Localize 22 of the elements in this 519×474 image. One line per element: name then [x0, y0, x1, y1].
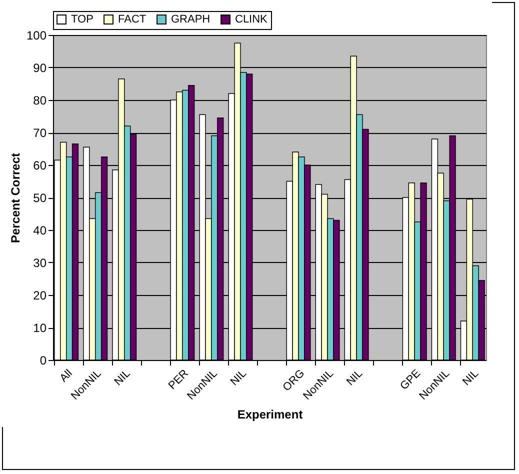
y-tick-label: 60 — [33, 158, 47, 172]
legend-label: TOP — [71, 14, 94, 26]
legend-label: FACT — [118, 14, 146, 26]
y-tick-label: 40 — [33, 224, 47, 238]
legend-label: GRAPH — [171, 14, 210, 26]
y-tick-label: 90 — [33, 61, 47, 75]
y-tick-label: 20 — [33, 288, 47, 302]
y-tick-label: 100 — [26, 28, 47, 42]
x-tick-label: NIL — [460, 368, 482, 388]
y-axis-title: Percent Correct — [8, 152, 22, 244]
y-tick-label: 30 — [33, 256, 47, 270]
y-tick-label: 80 — [33, 94, 47, 108]
legend-label: CLINK — [235, 14, 268, 26]
x-tick-label: NIL — [112, 368, 133, 388]
y-tick-label: 0 — [40, 354, 47, 368]
x-tick-label: NIL — [228, 368, 249, 388]
x-tick-label: All — [58, 368, 75, 385]
x-tick-label: NIL — [344, 368, 366, 388]
y-tick-label: 70 — [33, 126, 47, 140]
x-axis-title: Experiment — [237, 408, 303, 422]
y-tick-label: 10 — [33, 321, 47, 335]
y-tick-label: 50 — [33, 191, 47, 205]
